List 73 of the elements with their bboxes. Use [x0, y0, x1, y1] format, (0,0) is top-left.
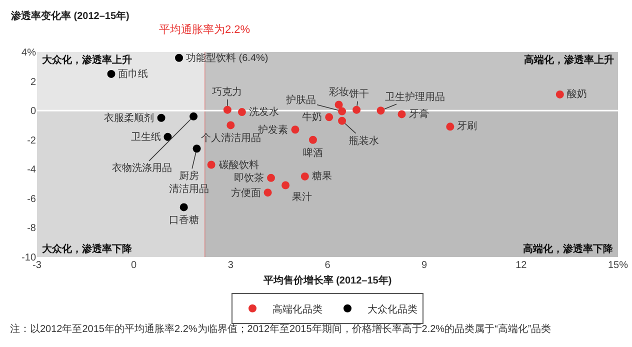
point [264, 188, 272, 197]
y-tick-label: 4% [22, 48, 36, 58]
point [376, 106, 385, 115]
point [338, 116, 346, 125]
point [291, 126, 300, 134]
point [267, 174, 276, 182]
annotation: 洗发水 [249, 106, 279, 118]
point [398, 110, 406, 118]
point [190, 112, 198, 120]
point [107, 70, 116, 78]
point [338, 107, 346, 116]
annotation: 牙刷 [457, 121, 477, 132]
y-tick-label: 2 [30, 76, 36, 88]
ref-line-label: 平均通胀率为2.2% [159, 23, 250, 36]
x-tick-label: 3 [228, 260, 234, 271]
point [164, 132, 172, 141]
annotation: 护肤品 [285, 94, 316, 106]
annotation: 彩妆 [329, 86, 349, 98]
annotation: 厨房清洁用品 [169, 170, 209, 195]
annotation: 牙膏 [409, 108, 429, 120]
annotation: 饼干 [348, 88, 369, 100]
point [334, 100, 343, 109]
annotation: 卫生纸 [131, 131, 161, 143]
annotation: 大众化，渗透率上升 [41, 54, 132, 66]
point [207, 160, 216, 169]
annotation: 碳酸饮料 [218, 159, 259, 171]
annotation: 啤酒 [303, 147, 323, 159]
x-tick-label: 0 [131, 260, 138, 271]
annotation: 巧克力 [212, 86, 242, 98]
annotation: 酸奶 [567, 88, 587, 100]
point [556, 90, 564, 98]
point [223, 106, 232, 114]
annotation: 瓶装水 [349, 135, 379, 147]
annotation: 即饮茶 [234, 172, 264, 184]
annotation: 大众化，渗透率下降 [41, 243, 133, 255]
x-tick-label: 6 [324, 260, 331, 271]
y-tick-label: -2 [27, 135, 36, 146]
point [192, 144, 201, 153]
annotation: 方便面 [231, 187, 261, 199]
annotation: 牛奶 [302, 111, 322, 123]
point [180, 203, 188, 212]
point [308, 136, 317, 144]
point [446, 122, 454, 131]
legend-label: 大众化品类 [368, 303, 418, 316]
annotation: 口香糖 [169, 214, 199, 226]
x-tick-label: 12 [516, 260, 528, 271]
annotation: 高端化，渗透率上升 [524, 54, 614, 66]
point [175, 54, 184, 62]
point [300, 172, 309, 180]
annotation: 卫生护理用品 [385, 91, 445, 103]
annotation: 果汁 [292, 191, 312, 203]
annotation: 功能型饮料 (6.4%) [186, 52, 268, 64]
y-tick-label: -8 [27, 223, 36, 234]
y-tick-label: 0 [30, 106, 36, 118]
point [282, 181, 290, 190]
point [226, 121, 235, 130]
point [325, 113, 334, 122]
point [352, 106, 361, 114]
x-axis-title: 平均售价增长率 (2012–15年) [262, 274, 392, 286]
annotation: 衣服柔顺剂 [104, 112, 154, 124]
annotation: 衣物洗涤用品 [112, 162, 172, 174]
annotation: 面巾纸 [118, 68, 148, 80]
annotation: 高端化，渗透率下降 [523, 243, 614, 255]
x-tick-label: 15% [608, 260, 628, 271]
point [238, 108, 246, 116]
y-axis-title: 渗透率变化率 (2012–15年) [10, 10, 130, 22]
y-tick-label: -4 [27, 164, 36, 176]
annotation: 糖果 [312, 170, 332, 182]
text: 注：以2012年至2015年的平均通胀率2.2%为临界值；2012年至2015年期间，价格增长率高于2.2%的品类属于“高端化”品类 [10, 323, 552, 335]
legend-label: 高端化品类 [272, 303, 322, 316]
point [157, 114, 166, 122]
x-tick-label: 9 [422, 260, 428, 271]
y-tick-label: -6 [27, 194, 36, 205]
